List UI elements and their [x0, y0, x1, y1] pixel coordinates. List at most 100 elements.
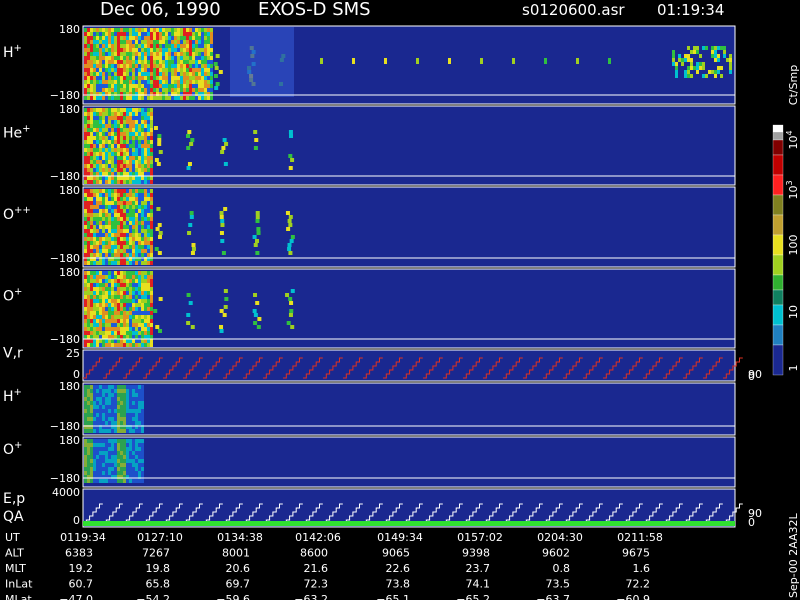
cell	[102, 323, 105, 327]
cell	[105, 385, 108, 389]
cell	[84, 132, 87, 136]
cell	[84, 331, 87, 335]
cell	[132, 144, 135, 148]
label: 10	[787, 136, 800, 150]
cell	[117, 425, 120, 429]
cell	[141, 447, 144, 451]
cell	[102, 303, 105, 307]
cell	[93, 132, 96, 136]
cell	[120, 249, 123, 253]
cell	[186, 92, 189, 96]
cell	[123, 421, 126, 425]
cell	[117, 68, 120, 72]
cell	[135, 217, 138, 221]
cell	[93, 425, 96, 429]
cell	[105, 225, 108, 229]
cell	[135, 459, 138, 463]
cell	[99, 124, 102, 128]
cell	[114, 108, 117, 112]
cell	[117, 463, 120, 467]
panel-data	[83, 357, 743, 379]
cell	[120, 459, 123, 463]
cell	[204, 92, 207, 96]
cell	[114, 237, 117, 241]
colorbar-cell	[772, 139, 784, 156]
cell	[93, 120, 96, 124]
cell	[102, 275, 105, 279]
cell	[84, 245, 87, 249]
cell	[90, 28, 93, 32]
cell	[117, 88, 120, 92]
cell	[156, 44, 159, 48]
cell	[126, 455, 129, 459]
cell	[129, 40, 132, 44]
cell	[105, 241, 108, 245]
cell	[111, 128, 114, 132]
cell	[105, 156, 108, 160]
cell	[99, 471, 102, 475]
cell	[99, 193, 102, 197]
cell	[84, 180, 87, 184]
cell	[114, 88, 117, 92]
cell	[99, 132, 102, 136]
cell	[156, 207, 161, 211]
cell	[141, 471, 144, 475]
cell	[132, 299, 135, 303]
cell	[102, 209, 105, 213]
cell	[168, 56, 171, 60]
cell	[114, 299, 117, 303]
cell	[289, 239, 294, 243]
cell	[141, 88, 144, 92]
cell	[126, 429, 129, 433]
cell	[123, 323, 126, 327]
cell	[156, 84, 159, 88]
cell	[93, 189, 96, 193]
cell	[120, 271, 123, 275]
cell	[147, 291, 150, 295]
cell	[141, 417, 144, 421]
cell	[105, 80, 108, 84]
cell	[159, 84, 162, 88]
cell	[165, 44, 168, 48]
cell	[120, 92, 123, 96]
cell	[90, 335, 93, 339]
cell	[150, 331, 153, 335]
cell	[123, 451, 126, 455]
cell	[141, 463, 144, 467]
cell	[687, 70, 690, 74]
cell	[138, 393, 141, 397]
cell	[84, 467, 87, 471]
cell	[93, 64, 96, 68]
cell	[108, 132, 111, 136]
cell	[198, 48, 201, 52]
cell	[219, 215, 224, 219]
cell	[135, 168, 138, 172]
cell	[84, 217, 87, 221]
cell	[180, 68, 183, 72]
cell	[141, 132, 144, 136]
cell	[105, 64, 108, 68]
cell	[132, 96, 135, 100]
label: E,p	[3, 491, 25, 507]
cell	[111, 48, 114, 52]
cell	[186, 44, 189, 48]
cell	[696, 70, 699, 74]
cell	[87, 237, 90, 241]
cell	[144, 76, 147, 80]
cell	[93, 180, 96, 184]
cell	[156, 96, 159, 100]
cell	[102, 253, 105, 257]
cell	[99, 116, 102, 120]
cell	[120, 168, 123, 172]
cell	[174, 68, 177, 72]
colorbar-cell	[772, 131, 784, 141]
cell	[105, 471, 108, 475]
cell	[108, 343, 111, 347]
cell	[132, 80, 135, 84]
right-label: 0	[748, 370, 755, 383]
cell	[129, 397, 132, 401]
cell	[87, 257, 90, 261]
cell	[198, 56, 201, 60]
cell	[102, 475, 105, 479]
cell	[150, 233, 153, 237]
